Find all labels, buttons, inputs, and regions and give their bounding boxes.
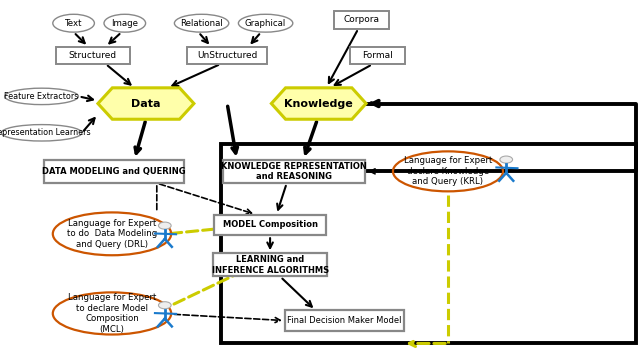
Text: LEARNING and
INFERENCE ALGORITHMS: LEARNING and INFERENCE ALGORITHMS: [211, 255, 329, 275]
Polygon shape: [271, 88, 366, 119]
Bar: [221, 144, 636, 343]
Bar: [334, 11, 388, 29]
Text: Language for Expert
declare Knowledge
and Query (KRL): Language for Expert declare Knowledge an…: [404, 156, 492, 186]
Text: Image: Image: [111, 19, 138, 28]
Text: Text: Text: [65, 19, 83, 28]
Ellipse shape: [53, 14, 95, 32]
Circle shape: [159, 222, 171, 229]
Bar: [285, 310, 404, 331]
Polygon shape: [98, 88, 194, 119]
Bar: [223, 160, 365, 183]
Text: Graphical: Graphical: [245, 19, 286, 28]
Text: Representation Learners: Representation Learners: [0, 128, 91, 137]
Text: Data: Data: [131, 99, 161, 109]
Text: Final Decision Maker Model: Final Decision Maker Model: [287, 316, 401, 325]
Ellipse shape: [104, 14, 146, 32]
Text: Relational: Relational: [180, 19, 223, 28]
Text: KNOWLEDGE REPRESENTATION
and REASONING: KNOWLEDGE REPRESENTATION and REASONING: [221, 162, 367, 181]
Text: UnStructured: UnStructured: [197, 51, 257, 60]
Ellipse shape: [4, 88, 79, 105]
Bar: [56, 47, 130, 64]
Ellipse shape: [238, 14, 292, 32]
Ellipse shape: [1, 125, 82, 141]
Text: Corpora: Corpora: [344, 15, 380, 24]
Circle shape: [500, 156, 513, 163]
Text: Knowledge: Knowledge: [284, 99, 353, 109]
Text: Formal: Formal: [362, 51, 393, 60]
Ellipse shape: [174, 14, 229, 32]
Text: Structured: Structured: [68, 51, 117, 60]
Circle shape: [159, 302, 171, 309]
Bar: [214, 215, 326, 235]
Bar: [187, 47, 268, 64]
Bar: [351, 47, 404, 64]
Bar: [44, 160, 184, 183]
Text: DATA MODELING and QUERING: DATA MODELING and QUERING: [42, 167, 186, 176]
Text: Language for Expert
to do  Data Modeling
and Query (DRL): Language for Expert to do Data Modeling …: [67, 219, 157, 249]
Bar: [213, 253, 327, 276]
Text: Feature Extractors: Feature Extractors: [4, 92, 79, 101]
Text: Language for Expert
to declare Model
Composition
(MCL): Language for Expert to declare Model Com…: [68, 293, 156, 333]
Text: MODEL Composition: MODEL Composition: [223, 220, 317, 230]
